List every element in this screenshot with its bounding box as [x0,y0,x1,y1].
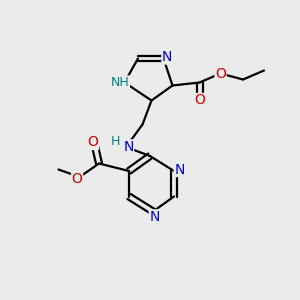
Text: N: N [123,140,134,154]
Text: NH: NH [111,76,129,89]
Text: O: O [194,94,205,107]
Text: N: N [174,163,184,176]
Text: O: O [72,172,83,186]
Text: O: O [88,136,98,149]
Text: N: N [162,50,172,64]
Text: N: N [149,210,160,224]
Text: H: H [111,135,120,148]
Text: O: O [215,67,226,80]
